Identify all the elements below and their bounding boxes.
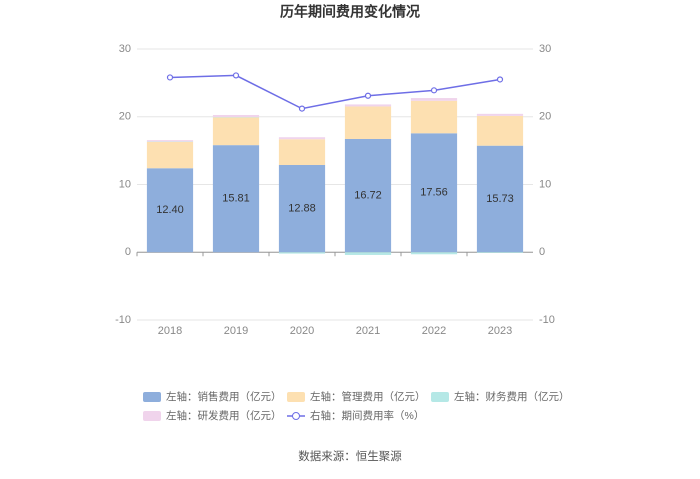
x-tick-label: 2021 [356, 325, 380, 337]
y-tick-label: 20 [119, 111, 131, 123]
data-label: 15.73 [486, 193, 514, 205]
legend-swatch [431, 392, 449, 402]
legend-label: 左轴：研发费用（亿元） [166, 409, 282, 422]
bar [411, 101, 457, 134]
data-label: 16.72 [354, 190, 382, 202]
legend-swatch [143, 411, 161, 421]
x-tick-label: 2020 [290, 325, 314, 337]
line-point [234, 73, 239, 78]
y2-tick-label: 0 [539, 246, 545, 258]
bar [279, 139, 325, 165]
legend-swatch [287, 392, 305, 402]
data-label: 15.81 [222, 193, 250, 205]
data-label: 17.56 [420, 187, 448, 199]
bar [345, 106, 391, 139]
y2-tick-label: 10 [539, 178, 551, 190]
bar [147, 142, 193, 168]
y2-tick-label: -10 [539, 314, 555, 326]
line-point [498, 77, 503, 82]
bar [279, 137, 325, 139]
bar [279, 252, 325, 253]
data-label: 12.88 [288, 203, 316, 215]
legend-swatch [143, 392, 161, 402]
legend-marker [293, 413, 300, 420]
legend-label: 左轴：财务费用（亿元） [454, 390, 570, 403]
y-tick-label: 10 [119, 178, 131, 190]
source: 数据来源：恒生聚源 [298, 449, 402, 463]
line-point [168, 75, 173, 80]
legend-label: 左轴：管理费用（亿元） [310, 390, 426, 403]
y-tick-label: -10 [115, 314, 131, 326]
x-tick-label: 2019 [224, 325, 248, 337]
line-point [432, 88, 437, 93]
y2-tick-label: 30 [539, 43, 551, 55]
x-tick-label: 2022 [422, 325, 446, 337]
x-tick-label: 2023 [488, 325, 512, 337]
y-tick-label: 30 [119, 43, 131, 55]
bar [477, 114, 523, 116]
y-tick-label: 0 [125, 246, 131, 258]
bar [477, 116, 523, 146]
line-point [366, 93, 371, 98]
legend-label: 右轴：期间费用率（%） [310, 409, 424, 422]
y2-tick-label: 20 [539, 111, 551, 123]
bar [147, 140, 193, 141]
bar [345, 252, 391, 255]
chart-title: 历年期间费用变化情况 [280, 4, 420, 20]
legend-label: 左轴：销售费用（亿元） [166, 390, 282, 403]
x-tick-label: 2018 [158, 325, 182, 337]
bar [477, 252, 523, 253]
line-point [300, 106, 305, 111]
bar [411, 98, 457, 101]
bar [345, 104, 391, 106]
bar [411, 252, 457, 254]
bar [213, 115, 259, 117]
data-label: 12.40 [156, 204, 184, 216]
bar [213, 117, 259, 145]
